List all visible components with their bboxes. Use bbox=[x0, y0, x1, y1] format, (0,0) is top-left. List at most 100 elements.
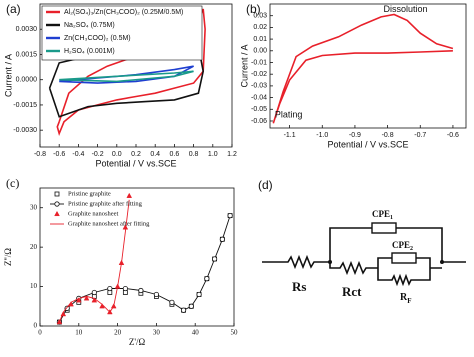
cpe1-symbol bbox=[371, 222, 397, 234]
y-tick-label: -0.01 bbox=[251, 59, 267, 66]
x-axis-label: Potential / V vs.SCE bbox=[95, 158, 176, 168]
y-tick-label: 0.01 bbox=[253, 36, 267, 43]
plot-frame bbox=[39, 187, 235, 327]
x-tick-label: 40 bbox=[192, 329, 200, 337]
marker bbox=[196, 291, 202, 298]
y-tick-label: -0.03 bbox=[251, 83, 267, 90]
y-axis-label: Current / A bbox=[3, 54, 13, 97]
rs-label: Rs bbox=[292, 279, 306, 294]
marker bbox=[91, 297, 98, 303]
x-tick-label: -0.4 bbox=[72, 151, 84, 158]
x-tick-label: 0.8 bbox=[189, 151, 199, 158]
y-tick-label: -0.04 bbox=[251, 94, 267, 101]
legend-marker bbox=[54, 210, 60, 217]
legend-box bbox=[41, 5, 203, 61]
panel-label: (d) bbox=[258, 178, 273, 192]
marker bbox=[219, 236, 225, 242]
marker bbox=[75, 297, 82, 303]
x-tick-label: -0.2 bbox=[92, 151, 104, 158]
legend-label: H₂SO₄ (0.001M) bbox=[64, 48, 115, 55]
circuit-wires bbox=[262, 227, 466, 287]
x-tick-label: -0.6 bbox=[53, 151, 65, 158]
marker bbox=[107, 285, 113, 292]
legend-label: Na₂SO₄ (0.75M) bbox=[64, 22, 115, 29]
series-line bbox=[59, 215, 231, 323]
y-axis-label: Current / A bbox=[239, 44, 249, 87]
legend-label: Pristine graphite after fitting bbox=[68, 200, 143, 207]
y-tick-label: -0.02 bbox=[251, 71, 267, 78]
panel-label: (b) bbox=[246, 2, 261, 16]
legend-marker bbox=[54, 201, 60, 207]
panel-label: (c) bbox=[6, 176, 19, 190]
annotation: Plating bbox=[275, 110, 303, 120]
x-tick-label: 0.2 bbox=[131, 151, 141, 158]
y-tick-label: 0.03 bbox=[253, 13, 267, 20]
legend-marker bbox=[54, 191, 60, 197]
y-tick-label: 0.02 bbox=[253, 24, 267, 31]
cpe2-symbol bbox=[391, 252, 417, 264]
y-tick-label: -0.0015 bbox=[13, 102, 37, 109]
x-tick-label: 1.2 bbox=[227, 151, 237, 158]
y-axis-label: Z''/Ω bbox=[3, 248, 13, 266]
rf-label: RF bbox=[400, 292, 412, 304]
marker bbox=[169, 299, 175, 305]
y-tick-label: 0.00 bbox=[253, 48, 267, 55]
series-line bbox=[59, 70, 194, 83]
x-tick-label: -1.1 bbox=[284, 132, 296, 139]
circuit: (d) Rs Rct CPE1 CPE2 RF bbox=[258, 178, 466, 305]
node bbox=[440, 260, 444, 264]
cpe2-sub: 2 bbox=[410, 246, 413, 252]
legend-label: Pristine graphite bbox=[68, 190, 111, 197]
x-axis-label: Potential / V vs.SCE bbox=[327, 139, 408, 149]
cpe1-sub: 1 bbox=[390, 215, 393, 221]
legend-label: Zn(CH₃COO)₂ (0.5M) bbox=[64, 35, 131, 42]
y-tick-label: 30 bbox=[30, 203, 38, 211]
x-tick-label: -0.8 bbox=[382, 132, 394, 139]
x-tick-label: 50 bbox=[231, 329, 239, 337]
marker bbox=[83, 295, 90, 301]
marker bbox=[227, 213, 233, 219]
cpe2-text: CPE bbox=[392, 240, 410, 250]
marker bbox=[204, 276, 210, 282]
marker bbox=[188, 303, 194, 309]
x-axis-label: Z'/Ω bbox=[129, 337, 146, 347]
legend-label: Graphite nanosheet bbox=[68, 210, 119, 217]
x-tick-label: 1.0 bbox=[208, 151, 218, 158]
y-tick-label: -0.0030 bbox=[13, 127, 37, 134]
y-tick-label: 0.0000 bbox=[16, 77, 38, 84]
x-tick-label: 10 bbox=[75, 329, 83, 337]
y-tick-label: 0.0030 bbox=[16, 26, 38, 33]
series-line bbox=[272, 13, 454, 124]
x-tick-label: 0.0 bbox=[112, 151, 122, 158]
y-tick-label: -0.05 bbox=[251, 106, 267, 113]
annotation: Dissolution bbox=[384, 4, 428, 14]
chart-panel: (a) -0.8 -0.6 -0.4 -0.2 0.0 0.2 0.4 0.6 0.8 1.0 1.2… bbox=[3, 2, 237, 168]
y-tick-label: 10 bbox=[30, 282, 38, 290]
series-line bbox=[58, 199, 130, 323]
marker bbox=[153, 291, 159, 298]
chart-panel: (c) 0 10 20 30 40 50 0 10 20 30 Z'/Ω Z''/Ω Pristine g… bbox=[3, 176, 238, 347]
x-tick-label: 0.4 bbox=[150, 151, 160, 158]
panel-label: (a) bbox=[6, 2, 21, 16]
y-tick-label: 0 bbox=[34, 322, 38, 330]
legend-label: Graphite nanosheet after fitting bbox=[68, 220, 150, 227]
y-tick-label: 0.0015 bbox=[16, 51, 38, 58]
x-tick-label: -0.8 bbox=[34, 151, 46, 158]
cpe1-text: CPE bbox=[372, 209, 390, 219]
plot-frame bbox=[269, 3, 467, 129]
x-tick-label: -0.7 bbox=[414, 132, 426, 139]
cpe1-label: CPE1 bbox=[372, 209, 393, 221]
x-tick-label: 0.6 bbox=[170, 151, 180, 158]
marker bbox=[180, 307, 187, 313]
x-tick-label: 20 bbox=[114, 329, 122, 337]
y-tick-label: 20 bbox=[30, 243, 38, 251]
rf-sub: F bbox=[407, 297, 411, 305]
y-tick-label: -0.06 bbox=[251, 118, 267, 125]
marker bbox=[212, 256, 218, 262]
x-tick-label: 0 bbox=[38, 329, 42, 337]
legend-label: Al₂(SO₄)₃/Zn(CH₃COO)₂ (0.25M/0.5M) bbox=[64, 9, 183, 16]
chart-panel: (b) -1.1 -1.0 -0.9 -0.8 -0.7 -0.6 -0.06 -0.05 -0.… bbox=[239, 2, 467, 149]
marker bbox=[126, 192, 133, 198]
marker bbox=[122, 285, 128, 292]
